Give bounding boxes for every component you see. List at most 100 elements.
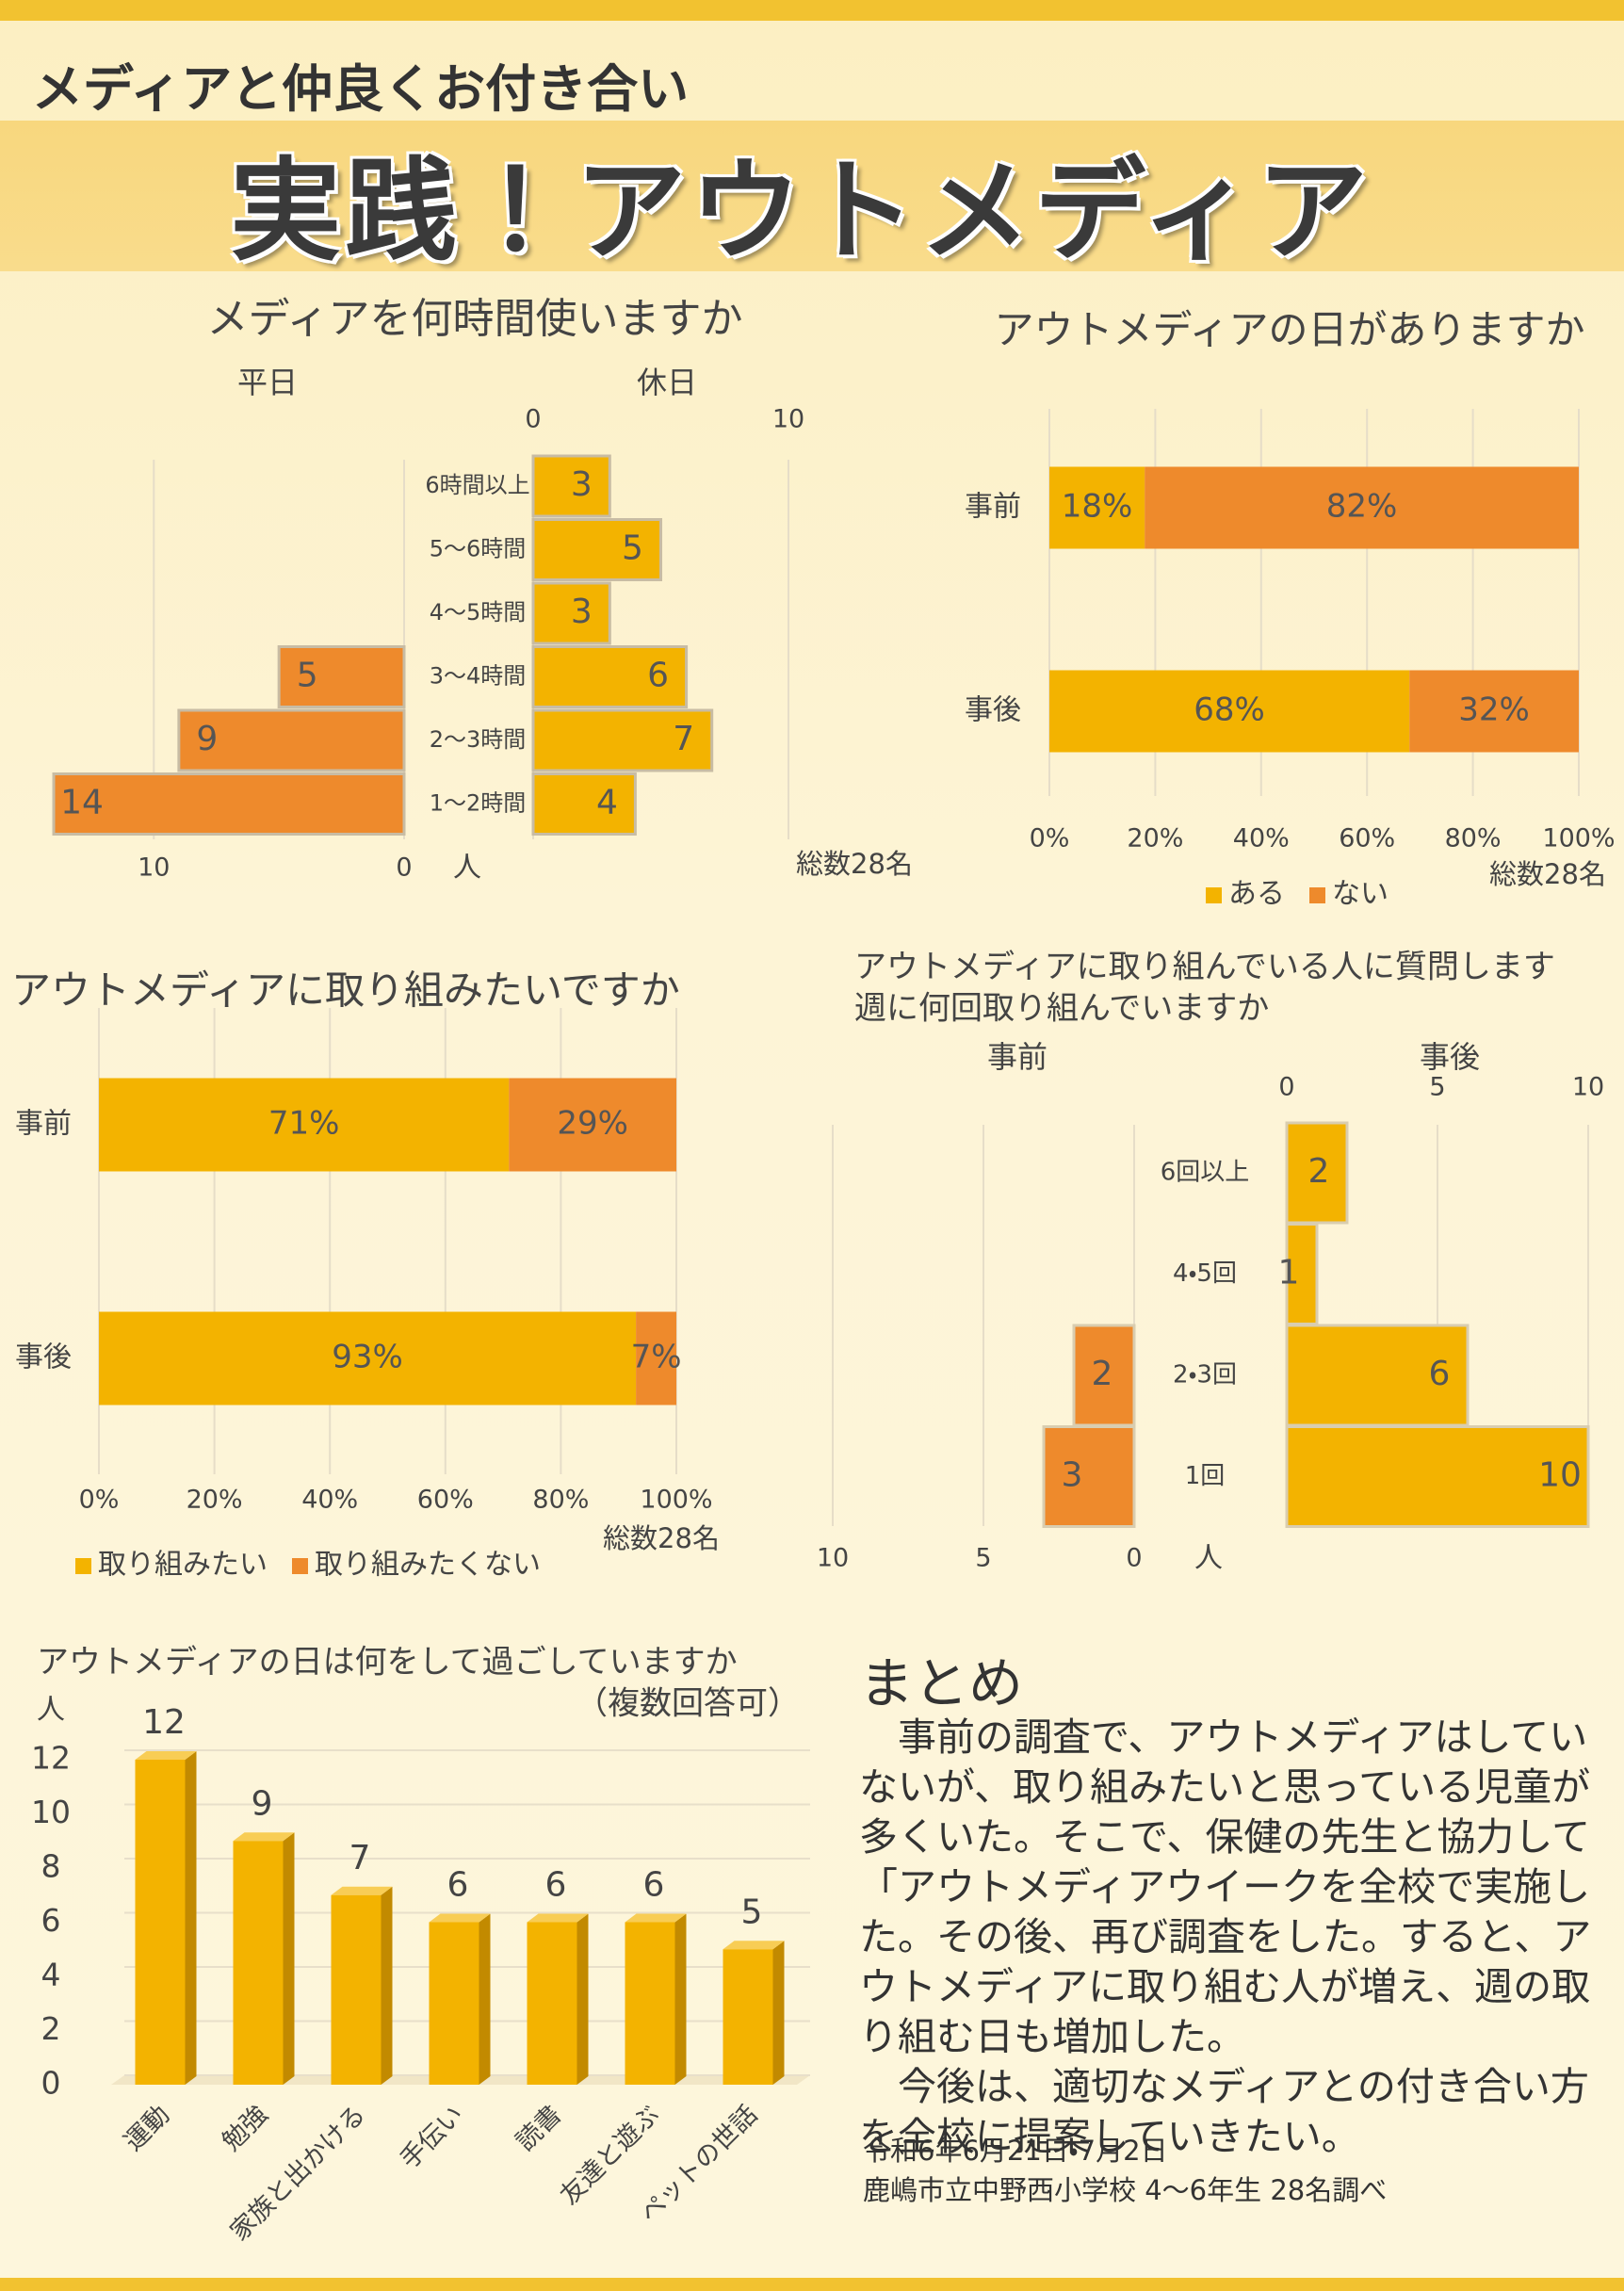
category-label: 6回以上 (1161, 1159, 1250, 1187)
bar (52, 772, 406, 836)
value-label: 71% (268, 1105, 340, 1143)
value-label: 1 (1278, 1254, 1300, 1292)
bar-segment (1049, 466, 1145, 549)
y-tick-label: 0 (41, 2065, 61, 2102)
x-tick-label: 20% (1127, 824, 1183, 853)
legend-swatch (1309, 887, 1325, 903)
legend-label: ある (1228, 878, 1285, 911)
bar-top (331, 1886, 393, 1895)
x-tick-label: 運動 (119, 2100, 175, 2156)
y-tick-label: 12 (31, 1740, 71, 1777)
x-tick-label: 10 (772, 405, 804, 434)
value-label: 6 (647, 657, 669, 695)
series-label: 事後 (1420, 1039, 1480, 1075)
summary-body: 事前の調査で、アウトメディアはしていないが、取り組みたいと思っている児童が多くい… (859, 1713, 1613, 2162)
bar-top (233, 1832, 295, 1842)
x-tick-label: 勉強 (217, 2100, 273, 2156)
bar (531, 772, 637, 836)
category-label: 6時間以上 (425, 472, 529, 498)
bar (177, 708, 406, 772)
bar (277, 645, 406, 708)
category-label: 2・3回 (1173, 1361, 1237, 1389)
x-tick-label: 手伝い (395, 2100, 469, 2174)
category-label: 4・5回 (1173, 1259, 1237, 1288)
bar (723, 1941, 785, 2085)
value-label: 5 (297, 657, 318, 695)
legend-label: ない (1332, 878, 1389, 911)
bar-side (577, 1913, 589, 2085)
bar-side (185, 1751, 197, 2085)
bar-top (135, 1751, 197, 1760)
value-label: 7 (349, 1839, 371, 1877)
value-label: 5 (741, 1893, 763, 1931)
x-tick-label: 0% (1030, 824, 1070, 853)
summary-paragraph: 今後は、適切なメディアとの付き合い方を全校に提案していきたい。 (859, 2064, 1589, 2159)
bar-segment (1409, 670, 1579, 753)
value-label: 14 (60, 784, 104, 822)
note: 総数28名 (796, 848, 913, 880)
x-tick-label: 5 (1429, 1073, 1445, 1102)
value-label: 6 (1429, 1355, 1451, 1393)
value-label: 4 (596, 784, 618, 822)
value-label: 68% (1194, 691, 1265, 729)
x-tick-label: 0 (525, 405, 541, 434)
bar-front (331, 1894, 382, 2085)
bar (531, 518, 662, 581)
summary-heading: まとめ (859, 1651, 1024, 1715)
bar-front (625, 1922, 675, 2085)
bar (531, 581, 611, 645)
y-tick-label: 8 (41, 1848, 61, 1885)
legend-label: 取り組みたい (98, 1549, 268, 1582)
bar-top (429, 1913, 491, 1923)
note: 総数28名 (603, 1522, 720, 1554)
value-label: 9 (196, 720, 218, 758)
legend-swatch (292, 1558, 308, 1574)
bar (233, 1832, 295, 2085)
footer-line: 鹿嶋市立中野西小学校 4～6年生 28名調べ (863, 2174, 1388, 2206)
note: 総数28名 (1489, 858, 1606, 890)
bar-top (625, 1913, 687, 1923)
x-tick-label: 読書 (511, 2100, 567, 2156)
y-axis-label: 人 (37, 1694, 65, 1727)
x-tick-label: 10 (1572, 1073, 1604, 1102)
value-label: 6 (545, 1866, 567, 1905)
value-label: 3 (1062, 1456, 1083, 1495)
value-label: 9 (252, 1784, 273, 1823)
value-label: 10 (1538, 1456, 1582, 1495)
bar-top (527, 1913, 589, 1923)
bar-side (283, 1832, 295, 2085)
poster-title: 実践！アウトメディア (230, 146, 1372, 276)
value-label: 5 (622, 529, 643, 568)
title-band (0, 121, 1624, 271)
x-tick-label: 0% (79, 1486, 120, 1515)
value-label: 2 (1308, 1152, 1330, 1191)
value-label: 93% (332, 1339, 403, 1376)
bar (1072, 1324, 1136, 1427)
category-label: 1～2時間 (430, 790, 527, 817)
y-tick-label: 6 (41, 1902, 61, 1939)
value-label: 6 (643, 1866, 665, 1905)
x-tick-label: 80% (1445, 824, 1502, 853)
bar-segment (1145, 466, 1579, 549)
value-label: 29% (557, 1105, 628, 1143)
bar-top (723, 1941, 785, 1950)
legend-swatch (1206, 887, 1222, 903)
legend-swatch (75, 1558, 91, 1574)
chart-subtitle: 週に何回取り組んでいますか (854, 990, 1269, 1028)
bar (531, 454, 611, 518)
value-label: 82% (1326, 488, 1398, 526)
unit-label: 人 (453, 852, 481, 885)
value-label: 12 (142, 1703, 186, 1742)
chart-title: メディアを何時間使いますか (207, 295, 743, 343)
value-label: 6 (447, 1866, 469, 1905)
x-tick-label: 20% (187, 1486, 243, 1515)
category-label: 3～4時間 (430, 663, 527, 690)
bar (1042, 1425, 1136, 1528)
bar-segment (99, 1078, 510, 1172)
bar-side (479, 1913, 491, 2085)
bar (531, 708, 714, 772)
summary-footer: 令和6年6月21日・7月2日 鹿嶋市立中野西小学校 4～6年生 28名調べ (863, 2131, 1387, 2210)
x-tick-label: 80% (532, 1486, 589, 1515)
x-tick-label: 0 (1278, 1073, 1294, 1102)
